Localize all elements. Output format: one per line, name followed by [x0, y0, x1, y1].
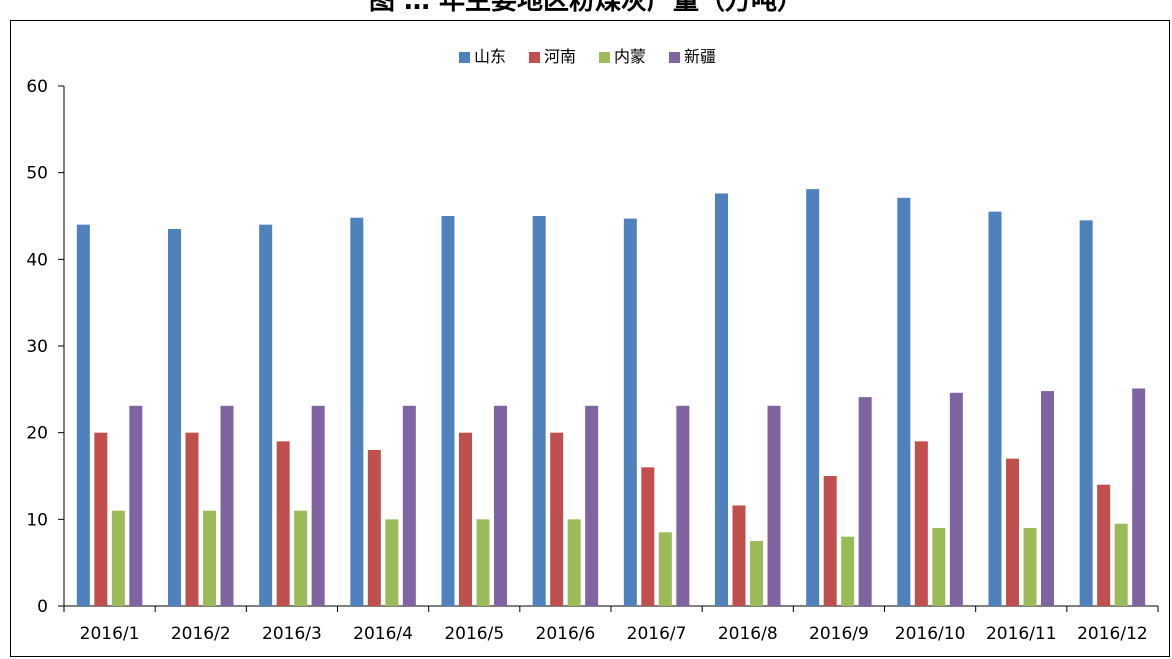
bar-2-5	[459, 432, 472, 606]
chart-title-fragment: 图 … 年主要地区粉煤灰产量（万吨）	[368, 0, 804, 16]
bar-4-8	[767, 405, 781, 606]
bar-2-7	[641, 467, 655, 606]
bar-3-12	[1114, 523, 1128, 606]
x-tick-label: 2016/10	[895, 624, 966, 644]
y-tick-label: 30	[26, 337, 48, 357]
y-tick-label: 50	[26, 164, 48, 184]
y-tick-label: 10	[26, 510, 48, 530]
bar-3-8	[750, 541, 763, 606]
bar-2-10	[914, 441, 928, 606]
x-tick-label: 2016/5	[444, 624, 504, 644]
x-tick-label: 2016/9	[809, 624, 869, 644]
bar-1-9	[806, 189, 820, 606]
chart-bars	[76, 189, 1146, 607]
bar-3-2	[203, 510, 216, 606]
x-tick-label: 2016/3	[262, 624, 322, 644]
bar-2-2	[185, 432, 199, 606]
bar-1-6	[532, 216, 546, 606]
bar-4-5	[494, 405, 507, 606]
x-tick-label: 2016/8	[718, 624, 778, 644]
bar-1-2	[168, 229, 181, 606]
legend-label: 河南	[544, 47, 576, 66]
x-tick-label: 2016/11	[986, 624, 1057, 644]
bar-3-3	[294, 510, 308, 606]
x-tick-label: 2016/1	[80, 624, 140, 644]
y-tick-label: 60	[26, 77, 48, 97]
x-tick-label: 2016/4	[353, 624, 413, 644]
bar-4-6	[585, 405, 599, 606]
bar-3-9	[841, 536, 855, 606]
legend-swatch	[459, 52, 470, 63]
bar-2-8	[732, 505, 746, 606]
chart-axes: 0 10 20 30 40 50 60 2016/1 2016/2 2016/3 2016/4 201…	[26, 77, 1159, 644]
chart-legend: 山东 河南 内蒙 新疆	[459, 47, 716, 66]
bar-2-1	[94, 432, 108, 606]
bar-3-6	[567, 519, 581, 606]
bar-4-4	[402, 405, 416, 606]
bar-4-10	[949, 392, 963, 606]
bar-1-5	[441, 216, 455, 606]
bar-1-4	[350, 217, 364, 606]
y-tick-label: 0	[37, 597, 48, 617]
bar-2-3	[276, 441, 290, 606]
bar-2-6	[550, 432, 564, 606]
bar-3-1	[111, 510, 125, 606]
bar-1-10	[897, 197, 911, 607]
bar-2-9	[823, 476, 837, 606]
bar-4-9	[858, 397, 872, 606]
bar-3-11	[1023, 528, 1037, 606]
x-tick-label: 2016/6	[536, 624, 596, 644]
bar-4-11	[1041, 391, 1054, 606]
legend-swatch	[599, 52, 610, 63]
bar-4-2	[220, 405, 234, 606]
bar-2-11	[1006, 458, 1019, 606]
bar-4-3	[311, 405, 325, 606]
y-tick-label: 40	[26, 250, 48, 270]
legend-label: 新疆	[684, 47, 716, 66]
bar-3-10	[932, 528, 946, 606]
bar-1-8	[715, 193, 728, 606]
bar-4-1	[129, 405, 143, 606]
bar-1-12	[1079, 220, 1093, 607]
legend-swatch	[669, 52, 680, 63]
bar-3-7	[658, 532, 672, 606]
x-tick-label: 2016/2	[171, 624, 231, 644]
bar-1-1	[76, 224, 90, 606]
bar-1-7	[623, 218, 637, 606]
x-tick-label: 2016/7	[627, 624, 687, 644]
bar-1-3	[259, 224, 273, 606]
legend-label: 山东	[474, 47, 506, 66]
bar-3-5	[476, 519, 490, 606]
legend-label: 内蒙	[614, 47, 646, 66]
legend-swatch	[529, 52, 540, 63]
bar-4-7	[676, 405, 690, 606]
bar-4-12	[1132, 388, 1146, 606]
bar-2-4	[367, 450, 381, 606]
bar-2-12	[1097, 484, 1111, 606]
bar-3-4	[385, 519, 399, 606]
x-tick-label: 2016/12	[1077, 624, 1148, 644]
y-tick-label: 20	[26, 424, 48, 444]
bar-1-11	[988, 211, 1002, 606]
